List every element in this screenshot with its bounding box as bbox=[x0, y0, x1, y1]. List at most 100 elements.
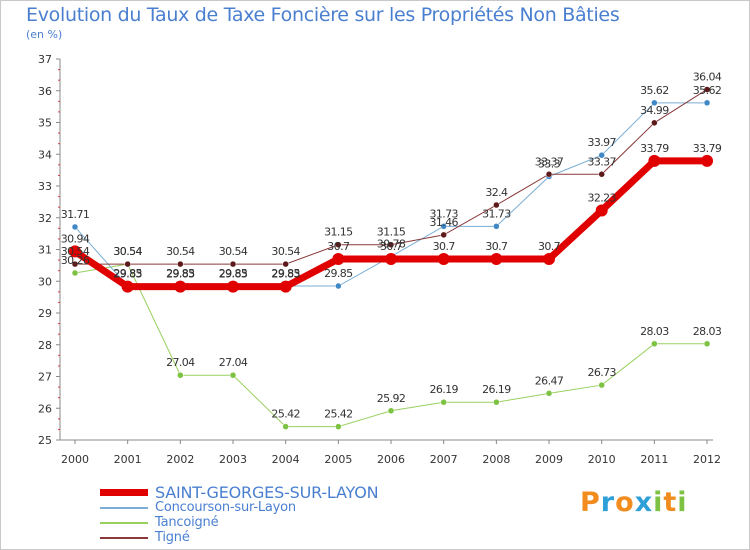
legend-swatch bbox=[100, 506, 148, 509]
data-point bbox=[335, 282, 342, 290]
data-label: 34.99 bbox=[640, 104, 669, 117]
data-point bbox=[703, 99, 711, 107]
data-point bbox=[71, 223, 79, 231]
logo-letter: i bbox=[677, 487, 688, 518]
data-label: 29.85 bbox=[324, 267, 353, 280]
data-point bbox=[648, 154, 661, 167]
logo-letter: o bbox=[615, 487, 635, 518]
chart-subtitle: (en %) bbox=[26, 28, 63, 41]
x-tick-label: 2002 bbox=[166, 453, 194, 466]
x-tick-label: 2010 bbox=[588, 453, 616, 466]
legend-label: Tigné bbox=[155, 530, 190, 545]
data-label: 30.7 bbox=[380, 240, 403, 253]
x-tick-label: 2006 bbox=[377, 453, 405, 466]
data-label: 30.7 bbox=[538, 240, 561, 253]
data-point bbox=[124, 260, 131, 268]
data-label: 28.03 bbox=[693, 325, 722, 338]
data-label: 30.7 bbox=[485, 240, 508, 253]
data-point bbox=[493, 398, 500, 406]
y-tick-label: 28 bbox=[38, 339, 52, 352]
data-label: 27.04 bbox=[166, 356, 195, 369]
data-point bbox=[332, 253, 345, 266]
data-point bbox=[229, 260, 237, 268]
data-label: 29.85 bbox=[219, 267, 248, 280]
data-label: 30.54 bbox=[166, 245, 195, 258]
x-tick-label: 2004 bbox=[272, 453, 300, 466]
data-label: 33.37 bbox=[587, 155, 616, 168]
data-label: 33.3 bbox=[538, 157, 561, 170]
data-label: 33.79 bbox=[640, 142, 669, 155]
data-label: 26.19 bbox=[429, 383, 458, 396]
data-point bbox=[595, 204, 608, 217]
x-tick-label: 2008 bbox=[482, 453, 510, 466]
data-point bbox=[71, 269, 79, 277]
x-tick-label: 2011 bbox=[640, 453, 668, 466]
data-label: 31.71 bbox=[61, 208, 90, 221]
data-point bbox=[69, 245, 81, 258]
data-point bbox=[387, 241, 395, 248]
data-label: 29.83 bbox=[219, 268, 248, 281]
data-point bbox=[177, 260, 184, 268]
data-label: 30.7 bbox=[327, 240, 350, 253]
data-label: 25.42 bbox=[271, 408, 300, 421]
data-label: 32.4 bbox=[485, 186, 508, 199]
data-point bbox=[71, 260, 79, 268]
data-label: 33.79 bbox=[693, 142, 722, 155]
y-tick-label: 29 bbox=[38, 307, 52, 320]
y-tick-label: 27 bbox=[38, 371, 52, 384]
data-point bbox=[701, 154, 714, 167]
data-label: 30.54 bbox=[113, 245, 142, 258]
data-label: 33.37 bbox=[535, 155, 564, 168]
legend-label: Tancoigné bbox=[155, 515, 219, 530]
data-point bbox=[598, 171, 605, 178]
x-tick-label: 2007 bbox=[430, 453, 458, 466]
data-label: 30.54 bbox=[271, 245, 300, 258]
data-label: 30.7 bbox=[433, 240, 456, 253]
x-tick-label: 2005 bbox=[324, 453, 352, 466]
data-label: 29.83 bbox=[271, 268, 300, 281]
legend-swatch bbox=[100, 489, 148, 496]
proxiti-logo: Proxiti bbox=[580, 487, 688, 518]
data-point bbox=[279, 280, 292, 293]
data-point bbox=[177, 371, 184, 379]
data-label: 29.83 bbox=[113, 268, 142, 281]
chart-legend: SAINT-GEORGES-SUR-LAYON Concourson-sur-La… bbox=[100, 483, 379, 545]
legend-item: Tancoigné bbox=[100, 515, 378, 530]
y-tick-label: 37 bbox=[38, 53, 52, 66]
y-tick-label: 34 bbox=[38, 148, 52, 161]
data-point bbox=[651, 99, 658, 107]
data-point bbox=[385, 253, 398, 266]
data-label: 32.23 bbox=[587, 191, 616, 204]
data-label: 25.42 bbox=[324, 408, 353, 421]
logo-letter: x bbox=[634, 487, 654, 518]
data-point bbox=[121, 280, 134, 293]
data-point bbox=[545, 171, 553, 178]
logo-letter: t bbox=[663, 487, 678, 518]
y-tick-label: 26 bbox=[38, 402, 52, 415]
y-tick-label: 31 bbox=[38, 244, 52, 257]
data-label: 30.54 bbox=[61, 245, 90, 258]
data-point bbox=[387, 407, 395, 415]
data-label: 29.85 bbox=[113, 267, 142, 280]
data-point bbox=[227, 280, 240, 293]
y-tick-label: 30 bbox=[38, 275, 52, 288]
data-label: 25.92 bbox=[377, 392, 406, 405]
data-label: 31.73 bbox=[429, 207, 458, 220]
data-label: 35.62 bbox=[640, 84, 669, 97]
data-point bbox=[282, 260, 289, 268]
data-label: 31.46 bbox=[429, 216, 458, 229]
x-tick-label: 2000 bbox=[61, 453, 89, 466]
data-point bbox=[335, 241, 342, 248]
data-point bbox=[437, 253, 450, 266]
x-tick-label: 2012 bbox=[693, 453, 721, 466]
x-tick-label: 2003 bbox=[219, 453, 247, 466]
data-label: 26.73 bbox=[587, 366, 616, 379]
legend-label: SAINT-GEORGES-SUR-LAYON bbox=[155, 483, 379, 502]
data-point bbox=[598, 151, 605, 159]
data-point bbox=[490, 253, 503, 266]
data-label: 30.54 bbox=[219, 245, 248, 258]
legend-item: Tigné bbox=[100, 530, 378, 545]
data-point bbox=[598, 381, 605, 389]
data-label: 26.47 bbox=[535, 374, 564, 387]
